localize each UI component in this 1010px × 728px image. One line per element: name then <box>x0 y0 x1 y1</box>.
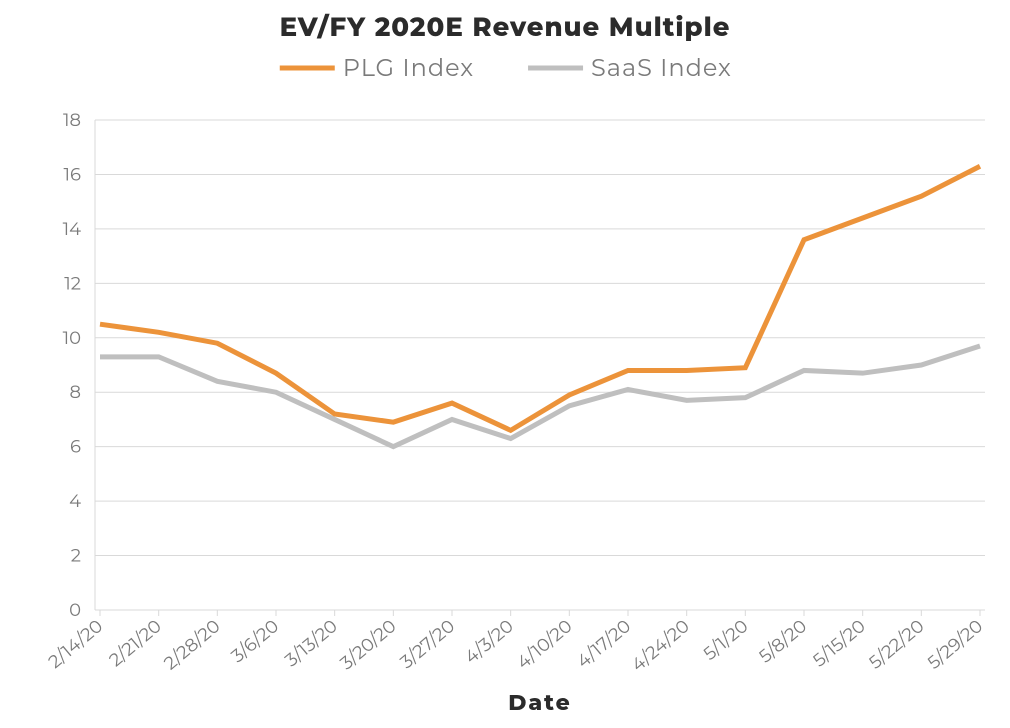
x-tick-label: 4/3/20 <box>460 615 518 668</box>
y-tick-label: 4 <box>69 490 81 512</box>
x-tick-label: 5/22/20 <box>865 615 929 674</box>
x-tick-label: 5/1/20 <box>699 615 753 665</box>
series-line <box>100 346 980 447</box>
x-tick-label: 2/28/20 <box>160 615 225 674</box>
y-tick-label: 18 <box>63 109 81 131</box>
x-tick-label: 3/13/20 <box>281 615 342 671</box>
x-tick-label: 4/10/20 <box>512 615 576 674</box>
y-tick-label: 16 <box>64 163 81 185</box>
y-tick-label: 2 <box>71 545 81 567</box>
x-tick-label: 5/15/20 <box>809 615 870 671</box>
x-tick-label: 2/21/20 <box>105 615 166 671</box>
legend-label: PLG Index <box>343 54 474 83</box>
y-tick-label: 14 <box>63 218 81 240</box>
y-tick-label: 6 <box>70 436 81 458</box>
chart-container: EV/FY 2020E Revenue Multiple PLG Index Saa… <box>0 0 1010 728</box>
y-tick-label: 10 <box>63 327 81 349</box>
series-line <box>100 166 980 430</box>
x-axis-label: Date <box>508 689 572 716</box>
chart-title: EV/FY 2020E Revenue Multiple <box>280 11 731 43</box>
x-tick-label: 5/29/20 <box>923 615 987 674</box>
x-tick-label: 5/8/20 <box>755 615 812 667</box>
x-tick-label: 4/24/20 <box>627 615 694 676</box>
x-tick-label: 3/6/20 <box>227 615 283 667</box>
x-tick-label: 3/20/20 <box>336 615 401 674</box>
x-tick-label: 4/17/20 <box>572 615 635 673</box>
x-tick-label: 2/14/20 <box>44 615 107 673</box>
y-tick-label: 12 <box>64 272 81 294</box>
chart-svg: EV/FY 2020E Revenue Multiple PLG Index Saa… <box>0 0 1010 728</box>
legend: PLG Index SaaS Index <box>280 54 732 83</box>
y-tick-label: 0 <box>69 599 81 621</box>
y-tick-label: 8 <box>70 381 81 403</box>
x-tick-label: 3/27/20 <box>396 615 459 673</box>
legend-label: SaaS Index <box>591 54 732 83</box>
